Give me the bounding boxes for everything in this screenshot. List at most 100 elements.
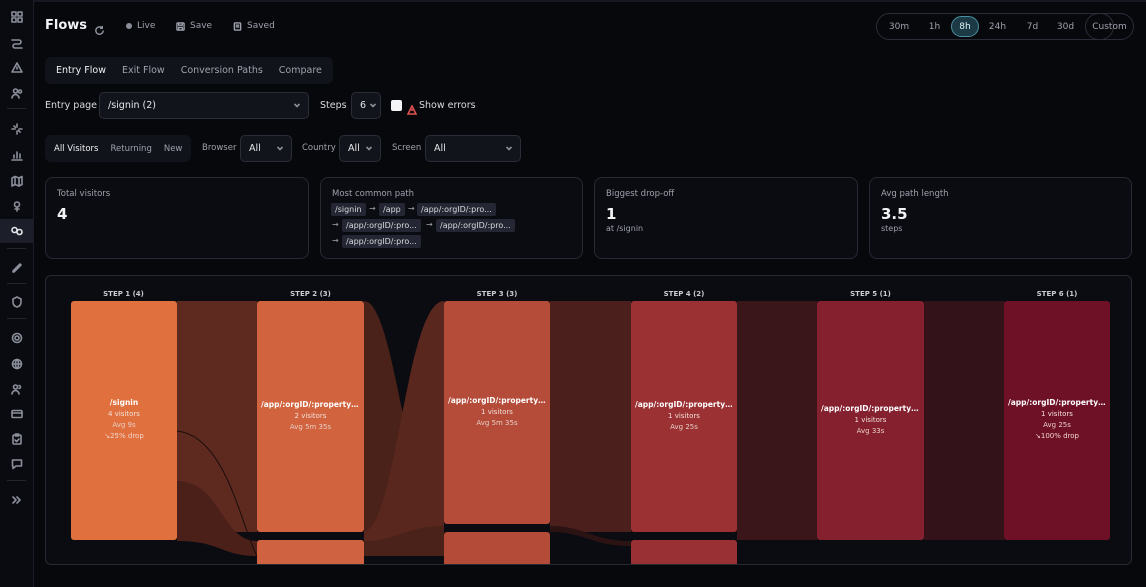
- entry-page-label: Entry page: [45, 100, 98, 111]
- flow-link[interactable]: [924, 301, 1004, 540]
- tab-compare[interactable]: Compare: [278, 65, 322, 76]
- custom-range-button[interactable]: Custom: [1085, 13, 1134, 40]
- time-30d[interactable]: 30d: [1056, 21, 1075, 32]
- route-icon[interactable]: [0, 31, 33, 55]
- refresh-icon[interactable]: [94, 21, 105, 40]
- saved-icon: [233, 21, 242, 31]
- chevron-down-icon: [293, 101, 301, 112]
- chevron-down-icon: [365, 144, 373, 155]
- node-avg: Avg 33s: [856, 427, 885, 435]
- clipboard-icon[interactable]: [0, 427, 33, 451]
- flow-link[interactable]: [737, 301, 817, 540]
- total-visitors-card: Total visitors 4: [45, 177, 309, 259]
- map-icon[interactable]: [0, 169, 33, 193]
- avg-length-label: Avg path length: [881, 189, 949, 199]
- pin-icon[interactable]: [0, 194, 33, 218]
- arrow-right-icon: →: [408, 204, 415, 213]
- chevron-down-icon: [505, 144, 513, 155]
- flow-node-step-4b[interactable]: [631, 540, 737, 564]
- expand-icon[interactable]: [0, 488, 33, 512]
- visitor-new[interactable]: New: [163, 143, 183, 154]
- time-30m[interactable]: 30m: [888, 21, 910, 32]
- flow-node-step-2[interactable]: /app/:orgID/:propertyID/... 2 visitors A…: [257, 301, 364, 532]
- flow-link[interactable]: [177, 301, 257, 532]
- grid-icon[interactable]: [0, 5, 33, 29]
- save-icon: [176, 21, 185, 31]
- visitor-type-segment: All Visitors Returning New: [45, 135, 192, 162]
- tab-conversion-paths[interactable]: Conversion Paths: [180, 65, 263, 76]
- flow-link[interactable]: [364, 301, 444, 541]
- dropoff-sub: at /signin: [606, 224, 644, 233]
- time-1h[interactable]: 1h: [928, 21, 941, 32]
- node-visitors: 1 visitors: [481, 408, 513, 416]
- pencil-icon[interactable]: [0, 255, 33, 279]
- globe-icon[interactable]: [0, 352, 33, 376]
- total-visitors-label: Total visitors: [57, 189, 111, 199]
- flow-diagram: STEP 1 (4) STEP 2 (3) STEP 3 (3) STEP 4 …: [45, 275, 1132, 565]
- path-chip: /app: [379, 203, 405, 216]
- visitor-returning[interactable]: Returning: [110, 143, 152, 154]
- flow-links: [176, 301, 1004, 557]
- tab-exit-flow[interactable]: Exit Flow: [121, 65, 165, 76]
- users-icon[interactable]: [0, 81, 33, 105]
- screen-label: Screen: [392, 143, 422, 153]
- node-path: /app/:orgID/:propertyID/...: [261, 400, 364, 409]
- total-visitors-value: 4: [57, 205, 68, 223]
- common-path-label: Most common path: [332, 189, 415, 199]
- team-icon[interactable]: [0, 377, 33, 401]
- flow-node-step-5[interactable]: /app/:orgID/:propertyID/... 1 visitors A…: [817, 301, 924, 540]
- save-button[interactable]: Save: [176, 21, 212, 31]
- node-path: /app/:orgID/:propertyID/...: [448, 396, 550, 405]
- node-drop: ↘100% drop: [1034, 432, 1079, 440]
- entry-page-select[interactable]: /signin (2): [99, 92, 309, 119]
- avg-path-length-card: Avg path length 3.5 steps: [869, 177, 1132, 259]
- dropoff-value: 1: [606, 205, 617, 223]
- flow-link[interactable]: [177, 481, 257, 556]
- flow-node-step-4[interactable]: /app/:orgID/:propertyID/... 1 visitors A…: [631, 301, 737, 532]
- flow-node-step-1[interactable]: /signin 4 visitors Avg 9s ↘25% drop: [71, 301, 177, 540]
- time-8h[interactable]: 8h: [951, 16, 979, 37]
- flow-node-step-3[interactable]: /app/:orgID/:propertyID/... 1 visitors A…: [444, 301, 550, 524]
- tab-entry-flow[interactable]: Entry Flow: [56, 65, 106, 76]
- time-24h[interactable]: 24h: [988, 21, 1007, 32]
- steps-select[interactable]: 6: [351, 92, 381, 119]
- flow-node-step-3b[interactable]: [444, 532, 550, 564]
- chat-icon[interactable]: [0, 452, 33, 476]
- flow-link[interactable]: [550, 301, 631, 532]
- common-path-card: Most common path /signin → /app → /app/:…: [320, 177, 583, 259]
- sparkle-icon[interactable]: [0, 117, 33, 141]
- node-visitors: 1 visitors: [668, 412, 700, 420]
- steps-label: Steps: [320, 100, 347, 111]
- avg-length-sub: steps: [881, 224, 903, 233]
- country-select[interactable]: All: [339, 135, 381, 162]
- flows-icon[interactable]: [0, 219, 33, 243]
- avg-length-value: 3.5: [881, 205, 908, 223]
- live-dot-icon: [126, 23, 132, 29]
- arrow-right-icon: →: [426, 220, 433, 229]
- path-chip: /app/:orgID/:pro...: [342, 235, 421, 248]
- alert-icon[interactable]: [0, 56, 33, 80]
- trend-down-icon: ↘: [104, 432, 111, 440]
- node-path: /signin: [109, 398, 139, 407]
- flow-link[interactable]: [550, 526, 631, 546]
- browser-select[interactable]: All: [240, 135, 292, 162]
- time-7d[interactable]: 7d: [1026, 21, 1039, 32]
- step-title: STEP 2 (3): [290, 290, 331, 298]
- screen-select[interactable]: All: [425, 135, 521, 162]
- chevron-down-icon: [276, 144, 284, 155]
- flow-node-step-2b[interactable]: [257, 540, 364, 564]
- show-errors-checkbox[interactable]: [391, 100, 402, 111]
- shield-icon[interactable]: [0, 290, 33, 314]
- visitor-all[interactable]: All Visitors: [54, 143, 99, 154]
- step-title: STEP 5 (1): [850, 290, 891, 298]
- bar-chart-icon[interactable]: [0, 143, 33, 167]
- live-indicator[interactable]: Live: [126, 21, 155, 31]
- node-avg: Avg 5m 35s: [476, 419, 518, 427]
- flow-node-step-6[interactable]: /app/:orgID/:propertyID/... 1 visitors A…: [1004, 301, 1110, 540]
- saved-button[interactable]: Saved: [233, 21, 275, 31]
- chevron-down-icon: [369, 101, 377, 112]
- sidebar: [0, 0, 34, 587]
- gear-icon[interactable]: [0, 326, 33, 350]
- card-icon[interactable]: [0, 402, 33, 426]
- country-label: Country: [302, 143, 336, 153]
